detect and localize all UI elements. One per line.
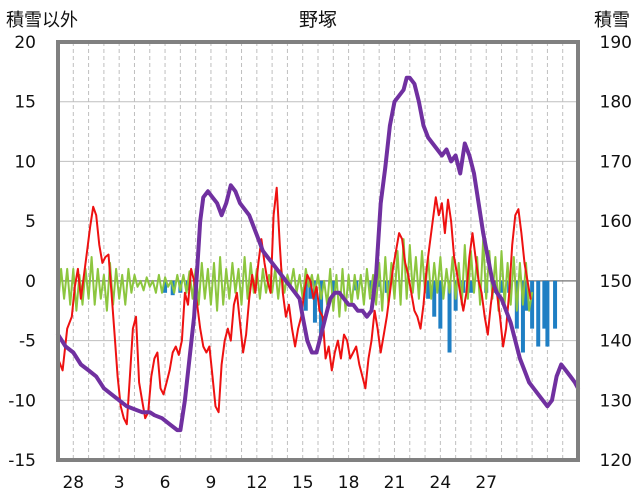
x-axis-ticks: 28 3 6 9 12 15 18 21 24 27	[62, 473, 497, 493]
precipitation-bar	[308, 280, 313, 299]
precipitation-bar	[524, 280, 528, 311]
precipitation-bar	[432, 280, 437, 317]
x-tick-label: 3	[114, 473, 125, 493]
precipitation-bar	[542, 280, 547, 329]
right-tick-label: 150	[600, 272, 632, 292]
left-tick-label: 10	[14, 152, 36, 172]
x-tick-label: 15	[292, 473, 314, 493]
precipitation-bar	[536, 280, 541, 347]
x-tick-label: 18	[338, 473, 360, 493]
x-tick-label: 28	[62, 473, 84, 493]
precipitation-bar	[499, 280, 504, 293]
precipitation-bar	[303, 280, 308, 311]
left-axis-label: 積雪以外	[6, 10, 78, 31]
grid-lines	[58, 41, 578, 461]
left-tick-label: -5	[19, 332, 36, 352]
precipitation-bar	[553, 280, 558, 329]
left-tick-label: -10	[8, 391, 36, 411]
right-tick-label: 120	[600, 451, 632, 471]
right-tick-label: 190	[600, 33, 632, 53]
plot-frame	[56, 40, 580, 462]
x-tick-label: 21	[384, 473, 406, 493]
precipitation-bar	[468, 280, 473, 293]
left-tick-label: -15	[8, 451, 36, 471]
precipitation-bar	[530, 280, 535, 329]
precipitation-bar	[163, 280, 168, 293]
right-axis-ticks: 190 180 170 160 150 140 130 120	[600, 33, 632, 471]
x-tick-label: 9	[206, 473, 217, 493]
right-tick-label: 160	[600, 212, 632, 232]
precipitation-bar	[447, 280, 452, 353]
left-axis-ticks: 20 15 10 5 0 -5 -10 -15	[8, 33, 36, 471]
snow-depth-line	[56, 75, 580, 433]
precipitation-bar	[312, 280, 317, 323]
precipitation-bar	[520, 280, 525, 353]
precipitation-bar	[331, 280, 336, 293]
series-lines	[56, 75, 580, 433]
x-tick-label: 12	[246, 473, 268, 493]
x-tick-label: 27	[475, 473, 497, 493]
plot-border	[56, 40, 580, 462]
temperature-line	[57, 186, 532, 426]
chart-title: 野塚	[299, 9, 337, 31]
left-tick-label: 20	[14, 33, 36, 53]
left-tick-label: 0	[25, 272, 36, 292]
precipitation-bar	[545, 280, 550, 347]
precipitation-bar	[438, 280, 443, 329]
right-axis-label: 積雪	[594, 10, 630, 31]
x-tick-label: 24	[430, 473, 452, 493]
right-tick-label: 170	[600, 152, 632, 172]
x-tick-label: 6	[160, 473, 171, 493]
precipitation-bar	[377, 280, 382, 287]
right-tick-label: 180	[600, 93, 632, 113]
right-tick-label: 130	[600, 391, 632, 411]
left-tick-label: 5	[25, 212, 36, 232]
precipitation-bar	[426, 280, 431, 299]
wind-line	[57, 238, 534, 318]
precipitation-bar	[319, 280, 324, 335]
right-tick-label: 140	[600, 332, 632, 352]
left-tick-label: 15	[14, 93, 36, 113]
